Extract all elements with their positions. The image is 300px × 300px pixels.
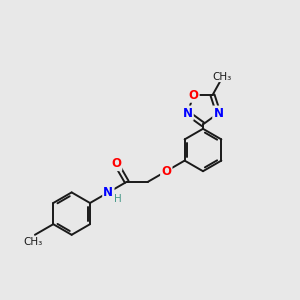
Text: O: O [111, 157, 121, 170]
Text: O: O [161, 165, 171, 178]
Text: N: N [213, 107, 224, 120]
Text: CH₃: CH₃ [213, 71, 232, 82]
Text: N: N [183, 107, 193, 120]
Text: N: N [103, 186, 113, 199]
Text: CH₃: CH₃ [24, 237, 43, 247]
Text: H: H [114, 194, 122, 204]
Text: O: O [188, 88, 199, 102]
